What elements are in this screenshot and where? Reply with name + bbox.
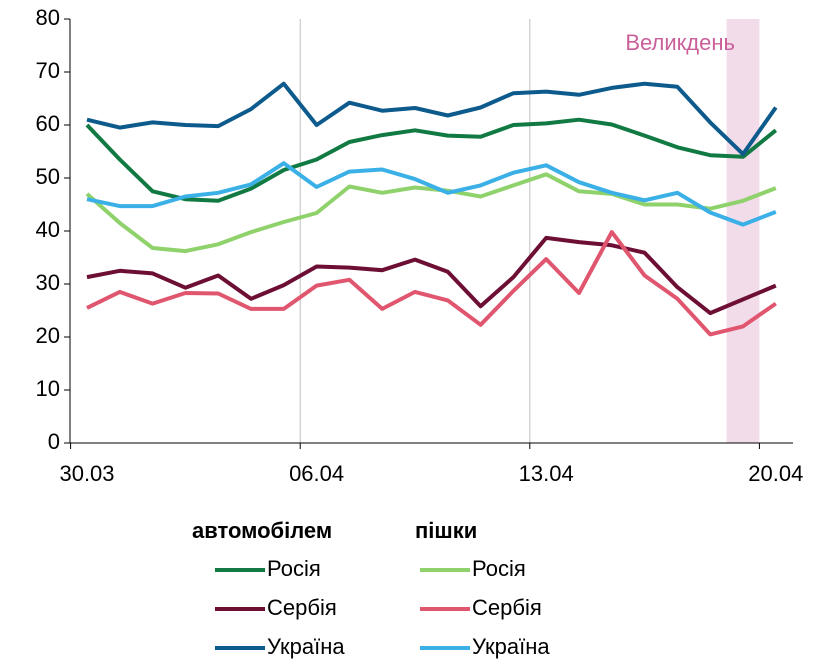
series-line [86, 230, 777, 337]
legend-label: Сербія [267, 595, 337, 620]
y-tick-label: 70 [36, 58, 60, 83]
series-line [86, 161, 777, 227]
legend-header: пішки [415, 518, 477, 543]
legend-header: автомобілем [192, 518, 332, 543]
series-line [86, 81, 778, 157]
x-tick-label: 30.03 [59, 461, 114, 486]
y-tick-label: 40 [36, 217, 60, 242]
series-line [85, 172, 777, 254]
y-tick-label: 0 [48, 429, 60, 454]
legend-label: Росія [472, 556, 526, 581]
x-tick-label: 06.04 [289, 461, 344, 486]
legend-label: Сербія [472, 595, 542, 620]
y-tick-label: 80 [36, 5, 60, 30]
highlight-band [726, 19, 760, 443]
series-line [86, 235, 777, 316]
x-tick-label: 13.04 [519, 461, 574, 486]
y-tick-label: 20 [36, 323, 60, 348]
legend-label: Україна [472, 634, 550, 659]
series-line [85, 117, 778, 203]
x-tick-label: 20.04 [748, 461, 803, 486]
y-tick-label: 50 [36, 164, 60, 189]
legend-label: Україна [267, 634, 345, 659]
highlight-label: Великдень [625, 30, 735, 55]
y-tick-label: 10 [36, 376, 60, 401]
y-tick-label: 30 [36, 270, 60, 295]
y-tick-label: 60 [36, 111, 60, 136]
legend-label: Росія [267, 556, 321, 581]
